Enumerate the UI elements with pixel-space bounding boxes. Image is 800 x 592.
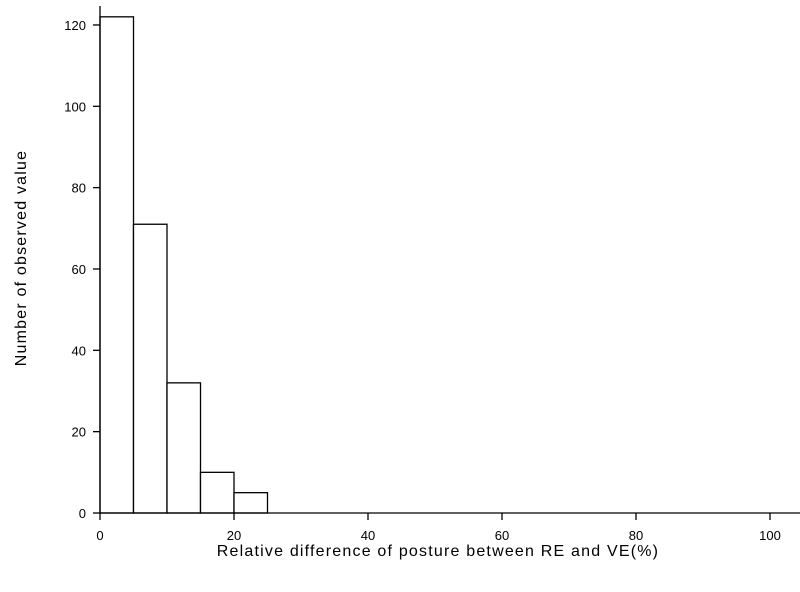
- y-tick-label: 0: [79, 506, 86, 521]
- y-tick-label: 120: [64, 18, 86, 33]
- y-tick-label: 60: [72, 262, 86, 277]
- y-tick-label: 80: [72, 181, 86, 196]
- x-tick-label: 0: [96, 528, 103, 543]
- histogram-bar-1: [132, 223, 168, 514]
- y-axis-title: Number of observed value: [13, 150, 30, 366]
- histogram-bar-3: [199, 471, 235, 514]
- y-ticks-group: 0 20 40 60 80 100 120: [64, 18, 100, 521]
- x-tick-label: 100: [759, 528, 781, 543]
- x-tick-label: 40: [361, 528, 375, 543]
- x-axis-title: Relative difference of posture between R…: [217, 543, 659, 560]
- histogram-bar-2: [166, 382, 202, 514]
- x-tick-label: 20: [227, 528, 241, 543]
- x-tick-label: 60: [495, 528, 509, 543]
- axes-group: [99, 6, 800, 514]
- bars-group: [99, 16, 269, 514]
- y-tick-label: 100: [64, 99, 86, 114]
- y-tick-label: 20: [72, 425, 86, 440]
- histogram-bar-0: [99, 16, 135, 514]
- x-ticks-group: 0 20 40 60 80 100: [96, 513, 781, 543]
- x-tick-label: 80: [629, 528, 643, 543]
- histogram-bar-4: [233, 492, 269, 514]
- y-tick-label: 40: [72, 343, 86, 358]
